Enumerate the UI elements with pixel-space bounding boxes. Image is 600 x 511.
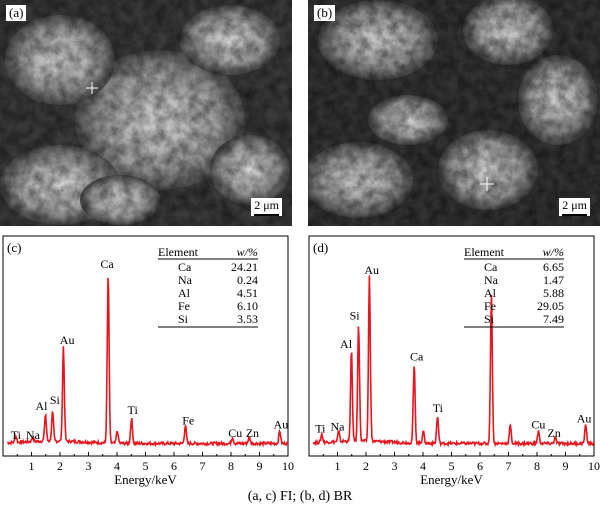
peak-label: Al bbox=[35, 399, 48, 413]
table-cell-element: Al bbox=[484, 286, 497, 300]
table-cell-w: 6.10 bbox=[237, 299, 258, 313]
peak-label: Au bbox=[274, 418, 289, 432]
table-header-element: Element bbox=[158, 245, 199, 259]
table-cell-element: Al bbox=[178, 286, 191, 300]
crosshair-b bbox=[480, 177, 494, 191]
scale-bar-b: 2 μm bbox=[559, 198, 590, 216]
x-tick-label: 6 bbox=[477, 459, 483, 473]
panel-label: (d) bbox=[313, 240, 328, 255]
x-tick-label: 5 bbox=[449, 459, 455, 473]
sem-image-a: (a) 2 μm bbox=[0, 0, 292, 226]
x-tick-label: 6 bbox=[171, 459, 177, 473]
table-cell-w: 4.51 bbox=[237, 286, 258, 300]
table-cell-w: 1.47 bbox=[543, 273, 564, 287]
table-cell-w: 6.65 bbox=[543, 260, 564, 274]
table-cell-element: Si bbox=[484, 312, 495, 326]
x-tick-label: 2 bbox=[57, 459, 63, 473]
peak-label: Cu bbox=[228, 426, 242, 440]
peak-label: Ti bbox=[433, 401, 444, 415]
table-header-w: w/% bbox=[237, 245, 258, 259]
peak-label: Zn bbox=[246, 426, 259, 440]
eds-spectrum-d: (d) 1 2 3 4 5 6 7 8 9 10 Energy/keV Ti Na Al Si Au Ca Ti Cu… bbox=[306, 234, 600, 492]
spectrum-line bbox=[6, 277, 289, 448]
peak-label: Na bbox=[26, 428, 41, 442]
figure-caption: (a, c) FI; (b, d) BR bbox=[247, 489, 353, 504]
peak-label: Ti bbox=[315, 422, 326, 436]
table-cell-w: 3.53 bbox=[237, 312, 258, 326]
panel-label: (c) bbox=[7, 240, 21, 255]
peak-label: Cu bbox=[531, 418, 545, 432]
scale-line-b bbox=[562, 214, 587, 216]
table-cell-element: Na bbox=[484, 273, 499, 287]
table-cell-w: 0.24 bbox=[237, 273, 258, 287]
x-tick-label: 9 bbox=[563, 459, 569, 473]
scale-label-b: 2 μm bbox=[562, 198, 587, 212]
x-tick-label: 10 bbox=[588, 459, 600, 473]
peak-label: Fe bbox=[182, 413, 194, 427]
eds-spectrum-c: (c) 1 2 3 4 5 6 7 8 9 10 Energy/keV Ti Na Al Si Au Ca Ti Fe… bbox=[0, 234, 294, 492]
x-axis-label: Energy/keV bbox=[420, 472, 483, 487]
table-cell-w: 29.05 bbox=[537, 299, 564, 313]
peak-label: Ti bbox=[128, 403, 139, 417]
x-tick-label: 10 bbox=[282, 459, 294, 473]
table-cell-w: 5.88 bbox=[543, 286, 564, 300]
table-cell-w: 24.21 bbox=[231, 260, 258, 274]
table-cell-element: Ca bbox=[178, 260, 192, 274]
scale-line-a bbox=[254, 214, 279, 216]
x-tick-label: 4 bbox=[114, 459, 120, 473]
x-tick-label: 7 bbox=[506, 459, 512, 473]
x-axis-label: Energy/keV bbox=[114, 472, 177, 487]
panel-label-a: (a) bbox=[6, 5, 27, 21]
scale-bar-a: 2 μm bbox=[251, 198, 282, 216]
table-cell-element: Ca bbox=[484, 260, 498, 274]
x-tick-label: 2 bbox=[363, 459, 369, 473]
x-tick-label: 8 bbox=[228, 459, 234, 473]
panel-label-b: (b) bbox=[314, 5, 336, 21]
table-cell-element: Na bbox=[178, 273, 193, 287]
table-header-w: w/% bbox=[543, 245, 564, 259]
scale-label-a: 2 μm bbox=[254, 198, 279, 212]
table-cell-element: Si bbox=[178, 312, 189, 326]
x-tick-label: 5 bbox=[143, 459, 149, 473]
peak-label: Si bbox=[50, 393, 61, 407]
peak-label: Au bbox=[577, 411, 592, 425]
table-cell-element: Fe bbox=[484, 299, 496, 313]
peak-label: Ca bbox=[410, 350, 424, 364]
sem-micrograph-a bbox=[0, 0, 292, 226]
peak-label: Au bbox=[364, 263, 379, 277]
peak-label: Si bbox=[350, 308, 361, 322]
peak-label: Al bbox=[340, 337, 353, 351]
x-tick-label: 3 bbox=[392, 459, 398, 473]
sem-micrograph-b bbox=[308, 0, 600, 226]
x-tick-label: 4 bbox=[420, 459, 426, 473]
peak-label: Zn bbox=[547, 426, 560, 440]
x-tick-label: 1 bbox=[335, 459, 341, 473]
x-tick-label: 9 bbox=[257, 459, 263, 473]
peak-label: Na bbox=[331, 420, 346, 434]
table-header-element: Element bbox=[464, 245, 505, 259]
x-tick-label: 3 bbox=[86, 459, 92, 473]
table-cell-w: 7.49 bbox=[543, 312, 564, 326]
peak-label: Ti bbox=[11, 428, 22, 442]
sem-image-b: (b) 2 μm bbox=[308, 0, 600, 226]
peak-label: Ca bbox=[100, 257, 114, 271]
spectrum-line bbox=[312, 275, 595, 448]
x-tick-label: 1 bbox=[29, 459, 35, 473]
peak-label: Au bbox=[60, 333, 75, 347]
crosshair-a bbox=[86, 82, 98, 94]
x-tick-label: 7 bbox=[200, 459, 206, 473]
table-cell-element: Fe bbox=[178, 299, 190, 313]
x-tick-label: 8 bbox=[534, 459, 540, 473]
